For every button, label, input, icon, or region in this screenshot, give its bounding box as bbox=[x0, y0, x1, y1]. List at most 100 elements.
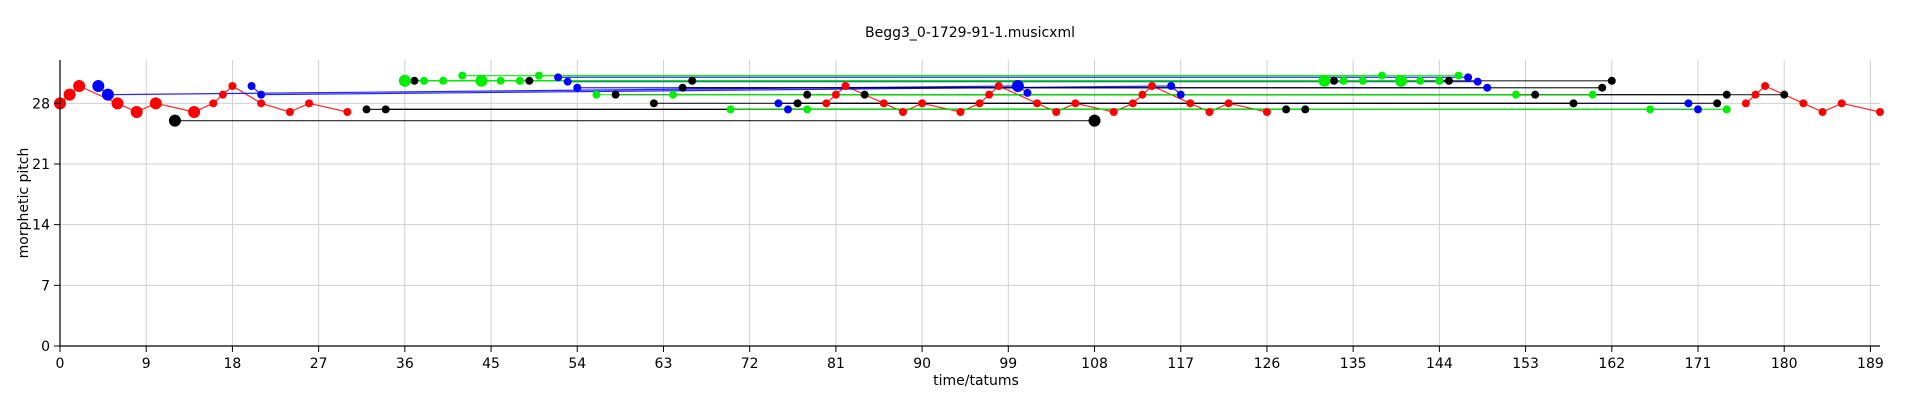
series-2-point bbox=[168, 114, 181, 127]
series-0-point bbox=[1224, 99, 1233, 108]
series-3-point bbox=[1339, 76, 1348, 85]
x-tick-label: 180 bbox=[1771, 356, 1798, 372]
series-0-point bbox=[228, 82, 237, 90]
series-0-point bbox=[841, 82, 850, 90]
x-tick-label: 126 bbox=[1254, 356, 1281, 372]
series-3-point bbox=[1358, 76, 1367, 85]
series-3-point bbox=[1377, 71, 1386, 80]
series-3-point bbox=[1416, 76, 1425, 85]
series-0-point bbox=[1186, 99, 1195, 108]
series-3-point bbox=[1395, 74, 1408, 87]
series-2-point bbox=[1301, 105, 1310, 114]
series-2-point bbox=[1088, 114, 1101, 127]
series-0-point bbox=[1052, 108, 1061, 116]
series-0-point bbox=[73, 80, 86, 92]
series-0-point bbox=[831, 90, 840, 99]
series-1-point bbox=[774, 99, 783, 108]
series-3-point bbox=[496, 76, 505, 85]
series-2-point bbox=[1713, 99, 1722, 108]
x-tick-label: 108 bbox=[1081, 356, 1108, 372]
y-axis-label: morphetic pitch bbox=[16, 148, 32, 259]
x-tick-label: 27 bbox=[310, 356, 328, 372]
series-0-point bbox=[1751, 90, 1760, 99]
x-tick-label: 54 bbox=[568, 356, 586, 372]
series-0-point bbox=[209, 99, 218, 108]
x-tick-label: 90 bbox=[913, 356, 931, 372]
x-tick-label: 72 bbox=[741, 356, 759, 372]
series-0-point bbox=[822, 99, 831, 108]
series-0-segment bbox=[78, 85, 118, 104]
series-3-point bbox=[534, 71, 543, 80]
series-1-point bbox=[1464, 73, 1473, 82]
series-0-point bbox=[130, 106, 143, 118]
series-points bbox=[54, 71, 1884, 127]
series-0-point bbox=[1109, 108, 1118, 116]
series-2-point bbox=[1598, 83, 1607, 92]
series-1-point bbox=[257, 90, 266, 99]
series-0-point bbox=[898, 108, 907, 116]
series-1-point bbox=[1483, 83, 1492, 92]
series-2-point bbox=[1444, 76, 1453, 85]
x-tick-label: 18 bbox=[224, 356, 242, 372]
x-axis-label: time/tatums bbox=[933, 373, 1019, 389]
series-0-segment bbox=[260, 102, 291, 113]
series-0-point bbox=[63, 88, 76, 101]
series-0-point bbox=[1033, 99, 1042, 108]
x-tick-label: 162 bbox=[1598, 356, 1625, 372]
series-0-point bbox=[994, 82, 1003, 90]
x-tick-label: 36 bbox=[396, 356, 414, 372]
series-0-point bbox=[257, 99, 266, 108]
series-0-point bbox=[879, 99, 888, 108]
series-0-point bbox=[1876, 108, 1884, 116]
series-0-point bbox=[1818, 108, 1827, 116]
series-0-point bbox=[1071, 99, 1080, 108]
series-1-point bbox=[573, 83, 582, 92]
series-0-point bbox=[985, 90, 994, 99]
series-0-point bbox=[285, 108, 294, 116]
ticks: 0 9 18 27 36 45 54 63 72 81 90 99 108 117 126 135 144 153… bbox=[32, 96, 1884, 372]
series-1-point bbox=[1176, 90, 1185, 99]
series-0-segment bbox=[1841, 102, 1881, 113]
x-tick-label: 117 bbox=[1167, 356, 1194, 372]
series-3-point bbox=[1646, 105, 1655, 114]
series-2-point bbox=[381, 105, 390, 114]
series-3-point bbox=[420, 76, 428, 85]
series-3-point bbox=[1318, 74, 1331, 87]
series-0-point bbox=[975, 99, 984, 108]
x-tick-label: 63 bbox=[655, 356, 673, 372]
series-1-point bbox=[1167, 82, 1176, 90]
series-0-point bbox=[188, 106, 201, 118]
series-2-point bbox=[362, 105, 371, 114]
x-tick-label: 189 bbox=[1857, 356, 1884, 372]
series-1-point bbox=[1011, 80, 1024, 92]
series-2-point bbox=[793, 99, 802, 108]
series-3-point bbox=[515, 76, 524, 85]
x-tick-label: 135 bbox=[1340, 356, 1367, 372]
series-3-point bbox=[669, 90, 678, 99]
series-0-segment bbox=[155, 102, 195, 113]
series-3-point bbox=[1722, 105, 1731, 114]
x-tick-label: 153 bbox=[1512, 356, 1539, 372]
series-1-point bbox=[1023, 88, 1032, 97]
series-0-point bbox=[305, 99, 314, 108]
series-segments bbox=[59, 74, 1881, 122]
series-0-point bbox=[1761, 82, 1770, 90]
series-2-point bbox=[860, 90, 869, 99]
series-2-point bbox=[1569, 99, 1578, 108]
series-1-point bbox=[563, 77, 572, 86]
series-1-point bbox=[247, 82, 256, 90]
y-tick-label: 0 bbox=[41, 339, 50, 355]
series-0-point bbox=[1148, 82, 1156, 90]
series-1-point bbox=[101, 88, 114, 101]
series-2-point bbox=[1780, 90, 1789, 99]
series-1-point bbox=[784, 105, 792, 114]
series-1-point bbox=[554, 73, 563, 82]
x-tick-label: 171 bbox=[1685, 356, 1712, 372]
series-3-point bbox=[458, 71, 467, 80]
series-3-point bbox=[592, 90, 601, 99]
series-1-point bbox=[1473, 77, 1482, 86]
x-tick-label: 0 bbox=[56, 356, 65, 372]
series-0-point bbox=[1205, 108, 1214, 116]
x-tick-label: 99 bbox=[999, 356, 1017, 372]
